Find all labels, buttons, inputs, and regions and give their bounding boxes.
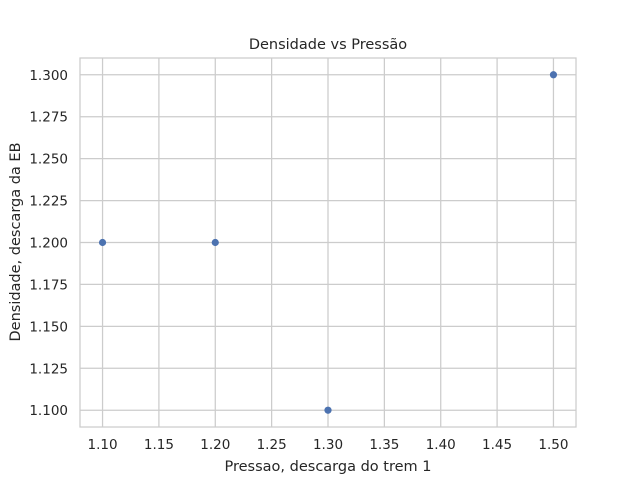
chart-title: Densidade vs Pressão bbox=[249, 37, 407, 53]
x-tick-labels: 1.10 1.15 1.20 1.25 1.30 1.35 1.40 1.45 1.50 bbox=[88, 437, 569, 453]
data-point bbox=[98, 238, 107, 247]
y-tick-label: 1.100 bbox=[29, 403, 68, 419]
data-point bbox=[324, 406, 332, 414]
x-tick-label: 1.45 bbox=[482, 437, 512, 453]
y-tick-label: 1.150 bbox=[29, 319, 68, 335]
x-tick-label: 1.35 bbox=[369, 437, 399, 453]
x-tick-label: 1.25 bbox=[257, 437, 287, 453]
x-tick-label: 1.50 bbox=[538, 437, 568, 453]
x-tick-label: 1.40 bbox=[426, 437, 456, 453]
y-axis-label: Densidade, descarga da EB bbox=[8, 142, 24, 341]
plot-area-frame bbox=[79, 57, 577, 428]
y-tick-label: 1.125 bbox=[29, 361, 68, 377]
data-point bbox=[549, 71, 558, 79]
data-points bbox=[98, 71, 558, 414]
y-tick-label: 1.250 bbox=[29, 152, 68, 168]
y-tick-label: 1.225 bbox=[29, 194, 68, 210]
y-tick-label: 1.300 bbox=[29, 68, 68, 84]
y-tick-label: 1.175 bbox=[29, 277, 68, 293]
x-tick-label: 1.15 bbox=[144, 437, 174, 453]
y-tick-label: 1.275 bbox=[29, 110, 68, 126]
data-point bbox=[211, 238, 219, 247]
grid-lines bbox=[80, 58, 576, 427]
x-tick-label: 1.20 bbox=[200, 437, 230, 453]
y-tick-labels: 1.100 1.125 1.150 1.175 1.200 1.225 1.250 1.275… bbox=[29, 68, 68, 419]
x-tick-label: 1.30 bbox=[313, 437, 343, 453]
x-axis-label: Pressao, descarga do trem 1 bbox=[225, 459, 432, 475]
y-tick-label: 1.200 bbox=[29, 236, 68, 252]
x-tick-label: 1.10 bbox=[88, 437, 118, 453]
